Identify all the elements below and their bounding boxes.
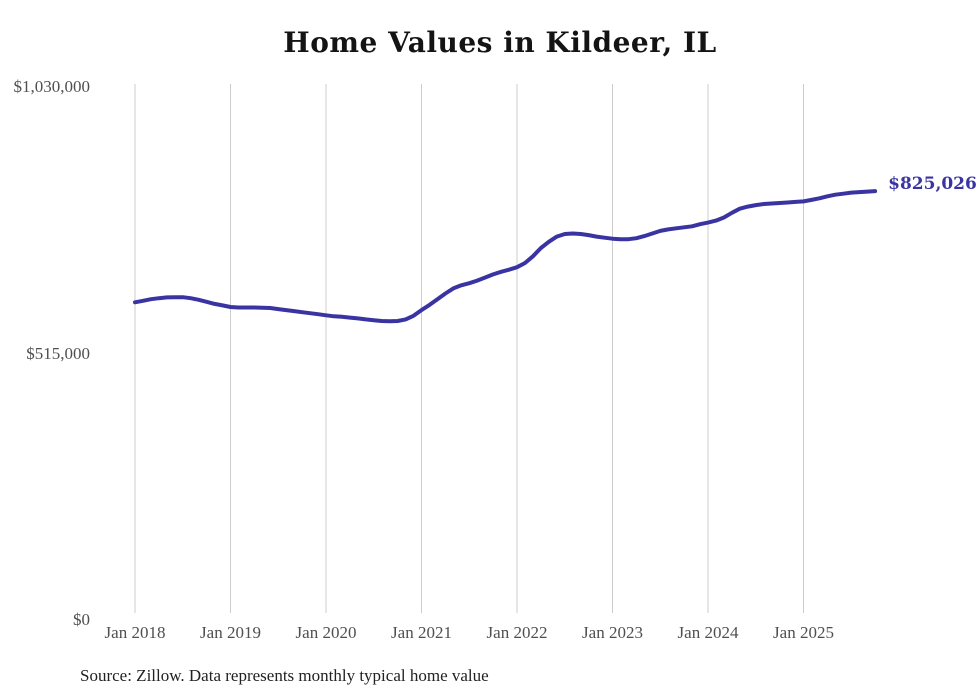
chart-title: Home Values in Kildeer, IL — [283, 26, 717, 59]
source-note: Source: Zillow. Data represents monthly … — [80, 666, 489, 685]
x-tick-label: Jan 2021 — [391, 623, 452, 642]
x-tick-label: Jan 2019 — [200, 623, 261, 642]
y-tick-label: $0 — [73, 610, 90, 629]
x-tick-label: Jan 2025 — [773, 623, 834, 642]
y-tick-label: $1,030,000 — [13, 77, 91, 96]
current-value-label: $825,026 — [888, 174, 977, 195]
x-tick-label: Jan 2022 — [486, 623, 548, 642]
home-value-line — [133, 189, 878, 324]
x-tick-label: Jan 2018 — [104, 623, 166, 642]
x-tick-label: Jan 2024 — [677, 623, 739, 642]
y-tick-label: $515,000 — [26, 343, 90, 363]
x-tick-label: Jan 2023 — [582, 623, 643, 642]
x-tick-label: Jan 2020 — [295, 623, 357, 642]
